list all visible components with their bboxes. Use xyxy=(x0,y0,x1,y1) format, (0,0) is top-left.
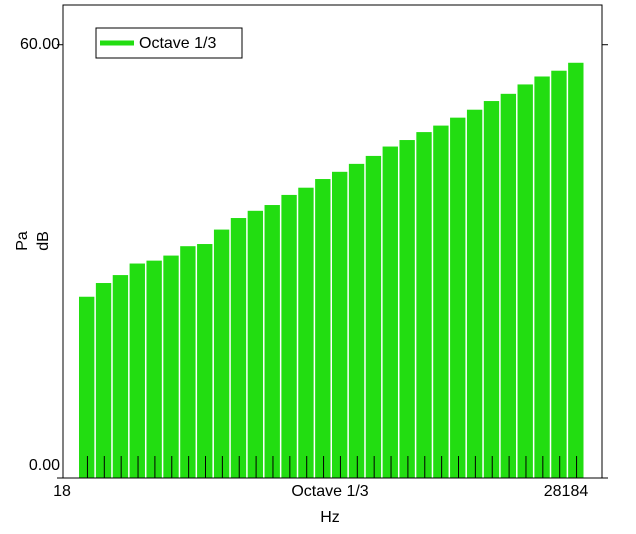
bar xyxy=(332,171,348,479)
bar xyxy=(399,140,415,479)
bar xyxy=(551,70,567,478)
bar xyxy=(450,117,466,478)
bar xyxy=(230,218,247,479)
bar xyxy=(247,210,264,479)
bar xyxy=(315,179,331,479)
plot-frame xyxy=(62,4,603,479)
x-start-label: 18 xyxy=(53,483,71,500)
bar xyxy=(213,229,230,478)
y-tick-label: 60.00 xyxy=(20,36,60,53)
bar xyxy=(95,283,112,478)
bar xyxy=(264,205,280,479)
y-axis-label: dB xyxy=(35,231,52,251)
bar xyxy=(483,101,500,478)
bar xyxy=(281,194,297,479)
x-center-label: Octave 1/3 xyxy=(291,483,368,500)
bar xyxy=(534,76,550,478)
bar xyxy=(112,275,129,478)
x-end-label: 28184 xyxy=(544,483,589,500)
bar xyxy=(180,246,196,478)
y-tick-label: 0.00 xyxy=(29,457,60,474)
bar xyxy=(298,187,314,479)
bar xyxy=(568,62,584,478)
bar xyxy=(433,125,449,478)
legend-label: Octave 1/3 xyxy=(139,35,216,52)
bar xyxy=(348,163,365,478)
bar xyxy=(466,109,483,478)
bar xyxy=(500,93,517,478)
bar xyxy=(129,263,145,478)
bar xyxy=(163,255,179,478)
bar xyxy=(79,296,95,478)
bar xyxy=(517,84,533,478)
bar xyxy=(146,260,162,478)
x-axis-label: Hz xyxy=(320,509,340,526)
bar xyxy=(382,146,398,478)
bar xyxy=(197,244,213,478)
y-axis-label: Pa xyxy=(14,231,31,251)
bar xyxy=(365,155,382,479)
bar xyxy=(416,132,432,478)
